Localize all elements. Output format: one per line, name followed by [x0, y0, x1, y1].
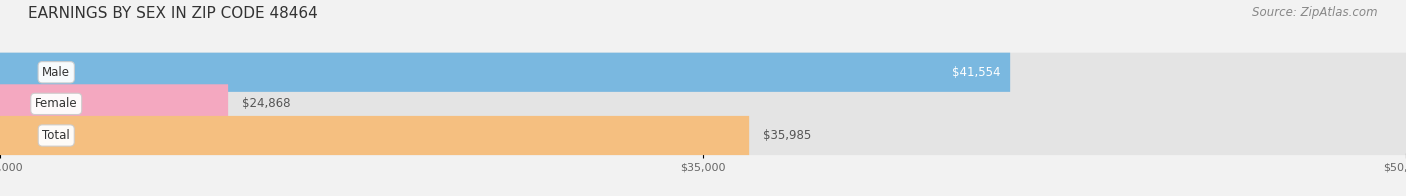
Text: Total: Total [42, 129, 70, 142]
Text: $41,554: $41,554 [952, 66, 1001, 79]
Text: EARNINGS BY SEX IN ZIP CODE 48464: EARNINGS BY SEX IN ZIP CODE 48464 [28, 6, 318, 21]
FancyBboxPatch shape [0, 116, 1406, 155]
FancyBboxPatch shape [0, 53, 1406, 92]
FancyBboxPatch shape [0, 84, 228, 123]
FancyBboxPatch shape [0, 116, 749, 155]
Text: $24,868: $24,868 [242, 97, 291, 110]
Text: Male: Male [42, 66, 70, 79]
Text: Female: Female [35, 97, 77, 110]
Text: $35,985: $35,985 [763, 129, 811, 142]
FancyBboxPatch shape [0, 53, 1010, 92]
FancyBboxPatch shape [0, 84, 1406, 123]
Text: Source: ZipAtlas.com: Source: ZipAtlas.com [1253, 6, 1378, 19]
